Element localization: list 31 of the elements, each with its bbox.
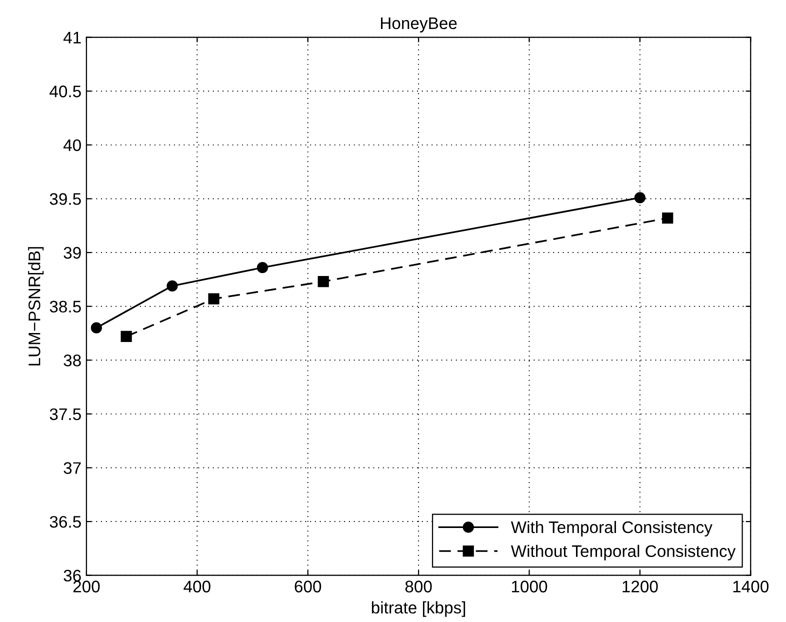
y-tick-label: 36.5 bbox=[50, 516, 81, 528]
y-tick-label: 40 bbox=[63, 139, 81, 152]
x-tick-label: 800 bbox=[405, 580, 432, 592]
legend-label: With Temporal Consistency bbox=[510, 520, 712, 536]
point bbox=[166, 280, 178, 292]
x-tick-label: 400 bbox=[184, 580, 210, 592]
y-tick-label: 39.5 bbox=[50, 193, 81, 205]
point bbox=[90, 322, 102, 334]
point bbox=[208, 293, 220, 304]
y-tick-label: 41 bbox=[63, 32, 81, 44]
point bbox=[120, 330, 132, 342]
y-tick-label: 40.5 bbox=[50, 86, 81, 98]
point bbox=[662, 212, 674, 224]
chart-title: HoneyBee bbox=[381, 18, 457, 32]
legend-label: Without Temporal Consistency bbox=[510, 544, 736, 560]
y-tick-label: 37.5 bbox=[50, 408, 81, 420]
x-tick-label: 1200 bbox=[622, 580, 658, 592]
point bbox=[634, 192, 646, 204]
point bbox=[256, 262, 268, 274]
x-axis-title: bitrate [kbps] bbox=[372, 601, 466, 617]
point bbox=[318, 276, 329, 288]
y-axis-title: LUM−PSNR[dB] bbox=[28, 247, 44, 366]
x-tick-label: 1000 bbox=[512, 580, 548, 592]
y-tick-label: 39 bbox=[64, 246, 81, 259]
y-tick-label: 38.5 bbox=[50, 300, 81, 313]
y-tick-label: 36 bbox=[64, 570, 81, 582]
x-tick-label: 600 bbox=[294, 580, 322, 592]
x-tick-label: 200 bbox=[73, 580, 100, 592]
y-tick-label: 37 bbox=[64, 462, 81, 474]
y-tick-label: 38 bbox=[64, 354, 81, 366]
x-tick-label: 1400 bbox=[733, 580, 769, 592]
